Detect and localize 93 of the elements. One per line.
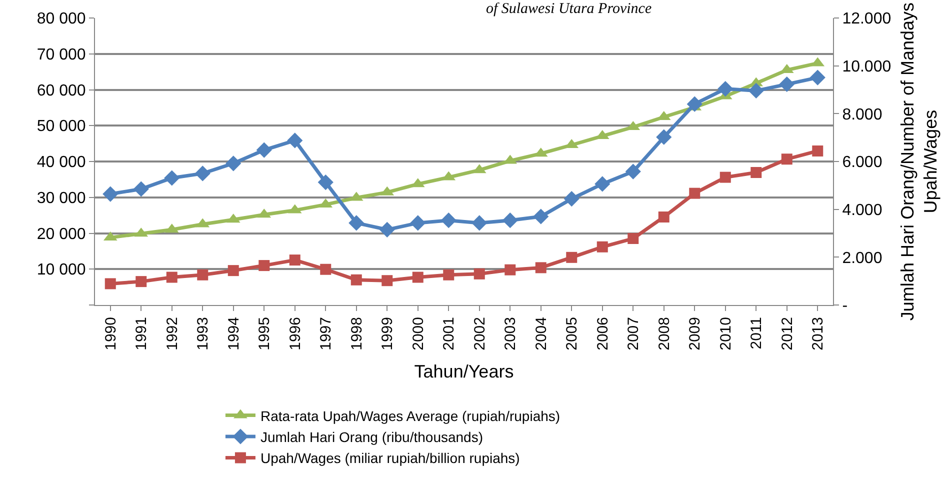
y2-tick-label: 8.000 [842, 106, 882, 124]
point [564, 191, 580, 207]
y2-tick-label: - [842, 298, 848, 315]
point [689, 188, 700, 199]
x-tick-label: 2003 [502, 317, 520, 350]
x-tick-label: 2000 [410, 317, 427, 350]
point [625, 164, 641, 180]
point [472, 215, 488, 231]
point [320, 264, 332, 275]
point [628, 233, 639, 244]
point [656, 129, 672, 145]
point [718, 80, 734, 97]
point [810, 70, 826, 86]
x-tick-label: 1992 [164, 317, 181, 350]
point [166, 272, 178, 283]
y2-axis-title: Jumlah Hari Orang/Number of Mandays Upah/Wages [897, 2, 941, 321]
point [812, 145, 824, 156]
point [164, 170, 180, 186]
y-tick-label: 50 000 [36, 118, 86, 136]
point [412, 272, 424, 283]
point [779, 76, 795, 92]
x-tick-label: 2006 [594, 317, 612, 350]
point [533, 208, 549, 224]
point [136, 276, 147, 288]
point [197, 269, 208, 280]
point [287, 132, 303, 148]
legend-label: Rata-rata Upah/Wages Average (rupiah/rupiahs) [260, 408, 560, 424]
y-tick-label: 40 000 [36, 154, 86, 172]
chart-title: of Sulawesi Utara Province [486, 0, 652, 17]
x-tick-label: 1999 [379, 317, 396, 350]
point [440, 212, 456, 228]
x-tick-label: 2009 [686, 317, 704, 350]
point [348, 215, 364, 231]
point [289, 254, 300, 266]
point [228, 265, 239, 276]
point [750, 167, 762, 178]
x-tick-label: 1991 [133, 317, 150, 350]
point [658, 211, 670, 222]
legend-label: Jumlah Hari Orang (ribu/thousands) [260, 428, 484, 445]
point [535, 262, 546, 274]
y-tick-label: 20 000 [36, 226, 86, 243]
point [318, 174, 334, 190]
x-tick-label: 1998 [348, 317, 366, 350]
y2-tick-label: 4.000 [842, 202, 882, 219]
x-tick-label: 1994 [225, 317, 242, 350]
y2-tick-label: 6.000 [842, 154, 882, 172]
y-tick-label: 80 000 [36, 10, 86, 28]
y-tick-label: 60 000 [36, 82, 86, 100]
x-tick-label: 2012 [778, 317, 796, 350]
y2-tick-label: 10.000 [842, 58, 892, 76]
x-tick-label: 2002 [471, 317, 488, 350]
x-axis-title: Tahun/Years [414, 361, 514, 382]
x-tick-label: 1990 [102, 317, 120, 350]
point [379, 222, 395, 238]
x-tick-label: 2005 [564, 317, 581, 350]
point [133, 181, 149, 197]
x-tick-label: 1993 [194, 317, 212, 350]
y2-tick-label: 12.000 [842, 10, 892, 28]
point [194, 166, 210, 182]
point [502, 212, 518, 228]
point [720, 172, 731, 183]
x-tick-label: 2001 [440, 317, 458, 350]
point [594, 176, 610, 192]
point [566, 252, 578, 263]
y-tick-label: 30 000 [36, 190, 86, 207]
x-tick-label: 2010 [717, 317, 734, 350]
x-tick-label: 1997 [318, 317, 335, 350]
point [256, 142, 272, 158]
x-tick-label: 2004 [532, 317, 550, 350]
x-tick-label: 2011 [748, 317, 766, 350]
x-tick-label: 2007 [625, 317, 642, 350]
x-tick-label: 1995 [256, 317, 274, 350]
x-tick-label: 1996 [286, 317, 304, 350]
point [748, 82, 764, 99]
point [350, 274, 362, 286]
x-tick-label: 2008 [656, 317, 673, 350]
y-tick-label: 70 000 [36, 46, 86, 64]
point [443, 269, 454, 280]
point [410, 215, 426, 231]
legend-label: Upah/Wages (miliar rupiah/billion rupiahs) [260, 450, 520, 466]
point [596, 241, 608, 252]
point [104, 278, 116, 290]
point [382, 275, 393, 286]
point [781, 154, 792, 165]
point [474, 268, 485, 280]
point [226, 156, 242, 172]
y2-tick-label: 2.000 [842, 250, 882, 267]
point [102, 186, 118, 202]
point [258, 260, 270, 272]
point [686, 96, 702, 112]
y-tick-label: 10 000 [36, 262, 86, 279]
x-tick-label: 2013 [810, 317, 827, 350]
point [504, 264, 516, 276]
